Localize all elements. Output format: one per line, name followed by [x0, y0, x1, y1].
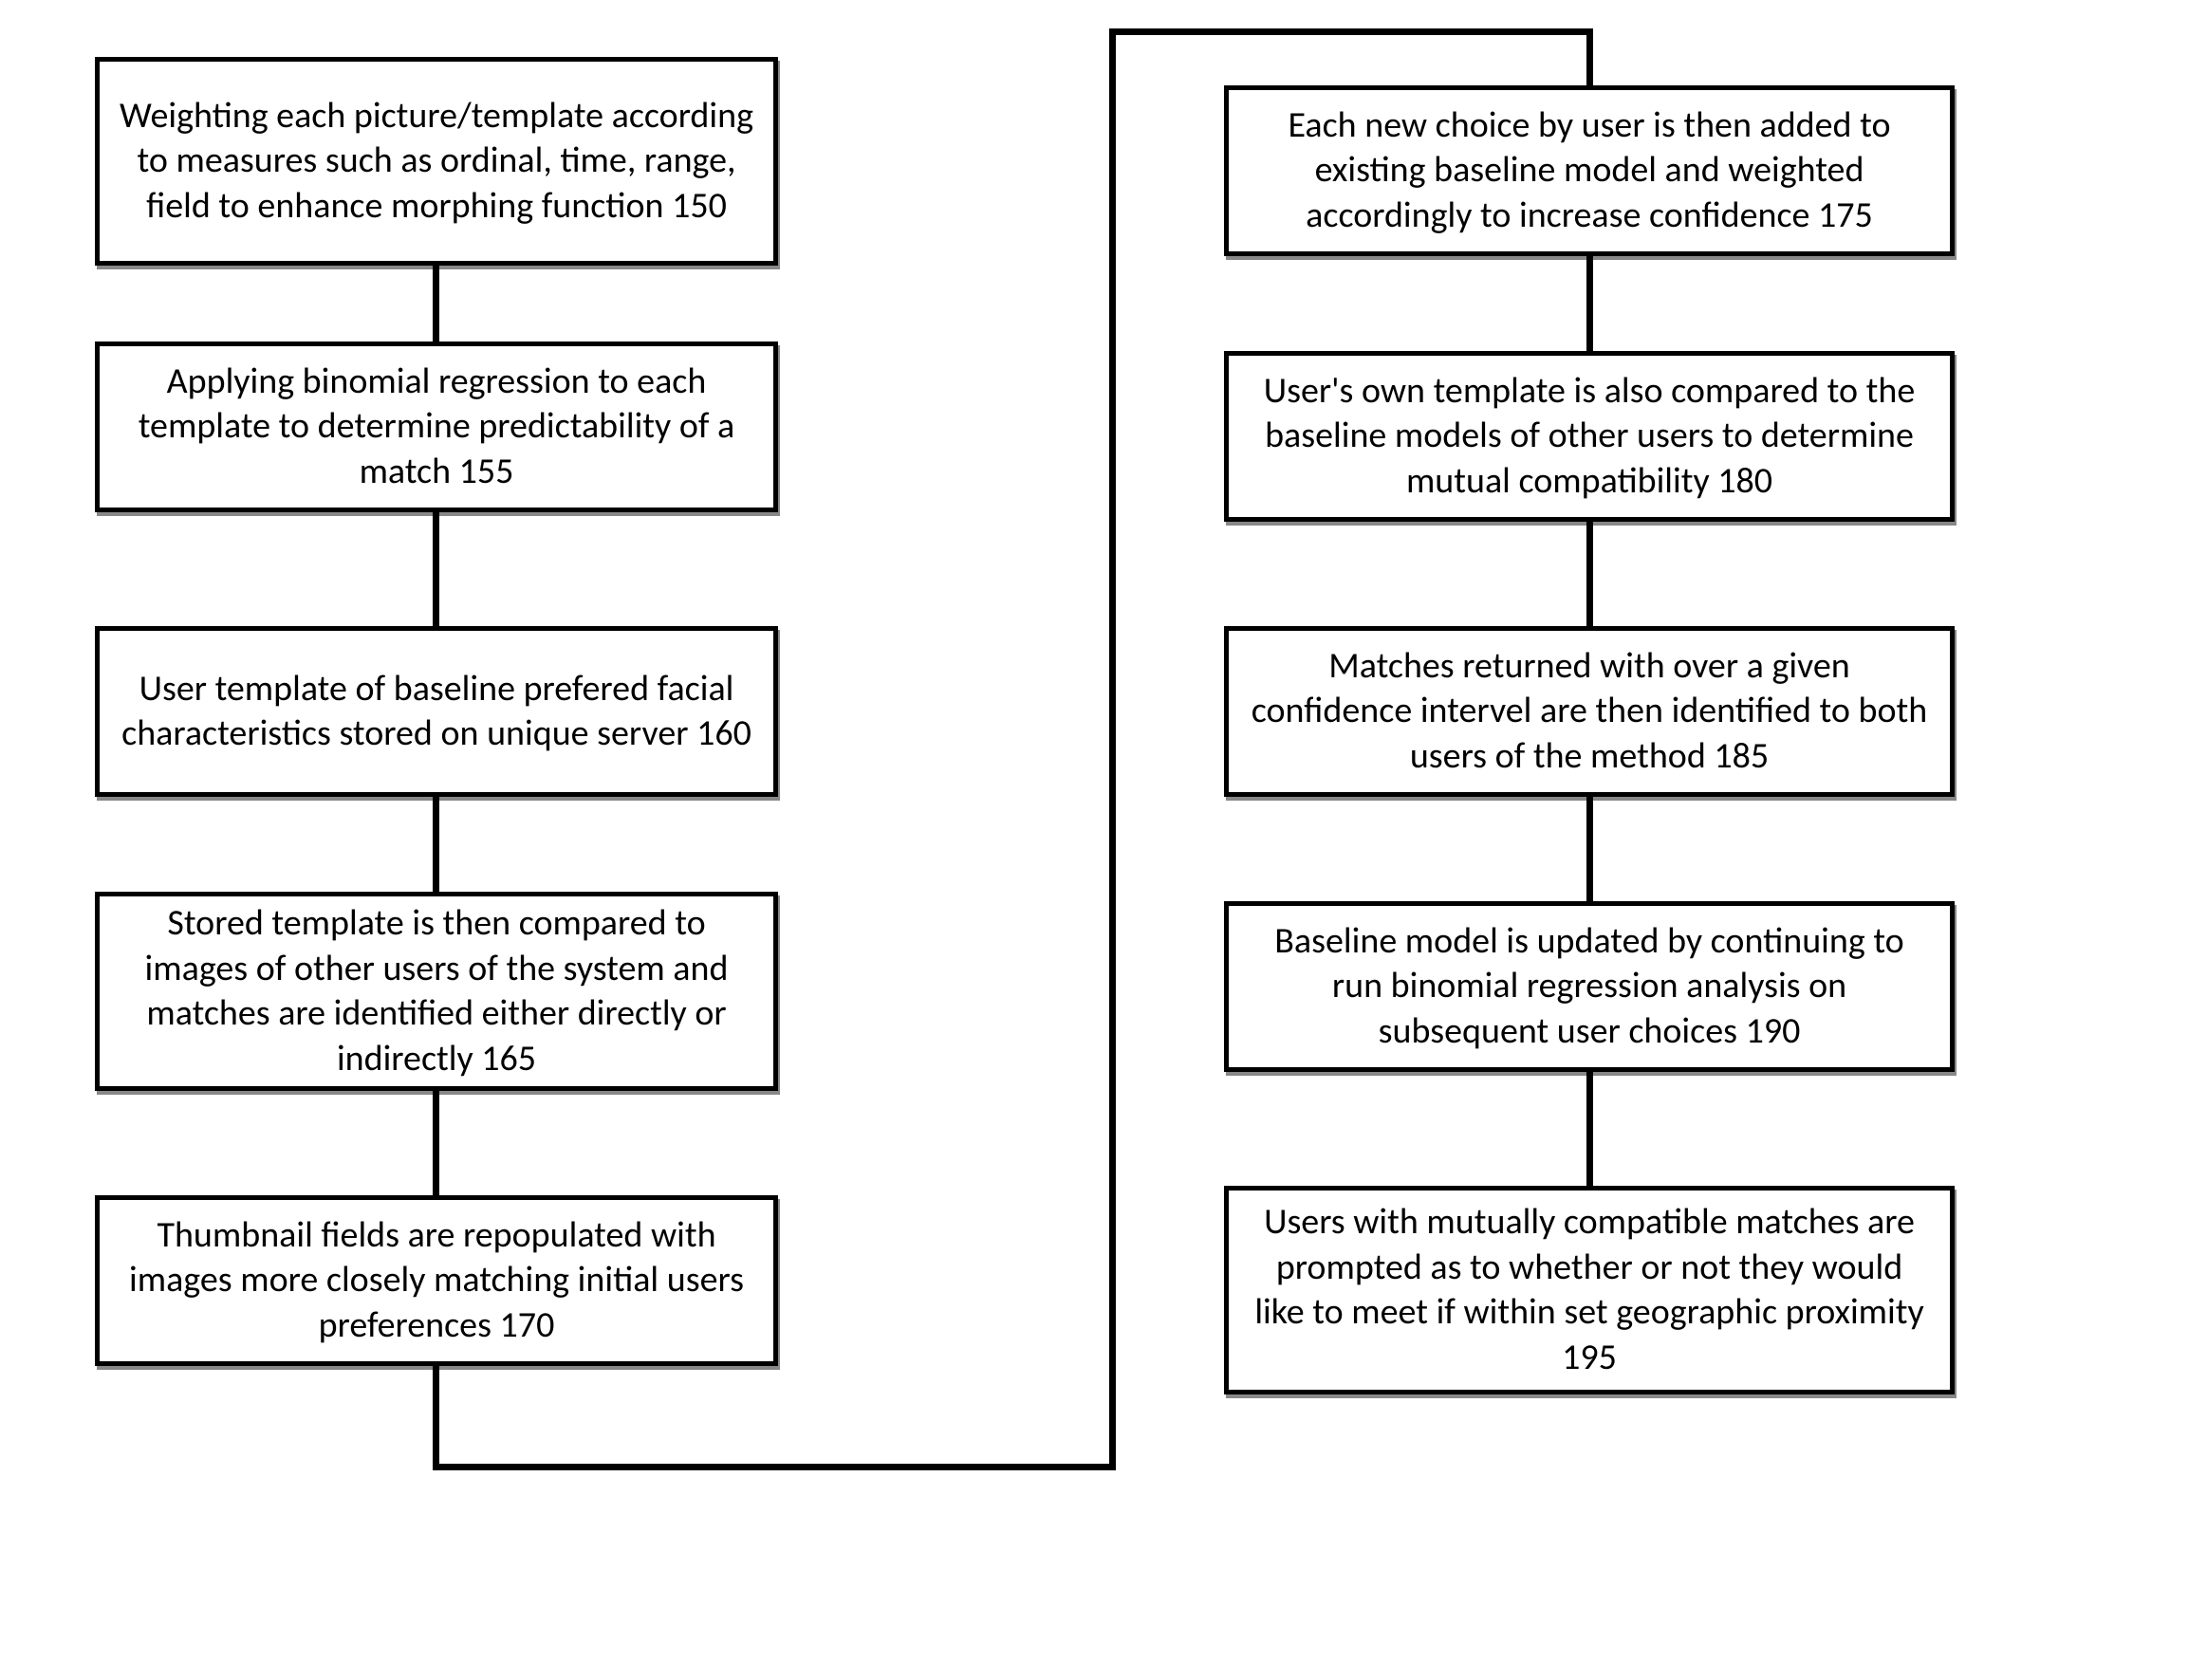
flow-node-195: Users with mutually compatible matches a…	[1224, 1186, 1955, 1394]
flow-edge	[1109, 28, 1116, 1470]
flow-node-155: Applying binomial regression to each tem…	[95, 342, 778, 512]
flow-node-text: User's own template is also compared to …	[1248, 369, 1931, 505]
flow-edge	[433, 1464, 1116, 1470]
flow-node-text: Matches returned with over a given confi…	[1248, 644, 1931, 780]
flow-node-175: Each new choice by user is then added to…	[1224, 85, 1955, 256]
flow-node-180: User's own template is also compared to …	[1224, 351, 1955, 522]
flow-edge	[433, 1091, 439, 1195]
flow-node-text: Stored template is then compared to imag…	[119, 901, 754, 1081]
flow-node-text: Each new choice by user is then added to…	[1248, 103, 1931, 239]
flow-node-150: Weighting each picture/template accordin…	[95, 57, 778, 266]
flow-edge	[1109, 28, 1593, 35]
flow-edge	[1586, 797, 1593, 901]
flow-node-170: Thumbnail fields are repopulated with im…	[95, 1195, 778, 1366]
flow-node-text: Thumbnail fields are repopulated with im…	[119, 1213, 754, 1349]
flow-node-160: User template of baseline prefered facia…	[95, 626, 778, 797]
flow-edge	[433, 797, 439, 892]
flow-node-text: Applying binomial regression to each tem…	[119, 360, 754, 495]
flow-node-185: Matches returned with over a given confi…	[1224, 626, 1955, 797]
flow-edge	[1586, 522, 1593, 626]
flow-edge	[1586, 1072, 1593, 1186]
flow-edge	[433, 512, 439, 626]
flow-node-190: Baseline model is updated by continuing …	[1224, 901, 1955, 1072]
flow-edge	[1586, 256, 1593, 351]
flow-node-text: Baseline model is updated by continuing …	[1248, 919, 1931, 1055]
flow-node-text: Weighting each picture/template accordin…	[119, 94, 754, 230]
flowchart-container: Weighting each picture/template accordin…	[0, 0, 2207, 1680]
flow-node-text: Users with mutually compatible matches a…	[1248, 1200, 1931, 1380]
flow-node-165: Stored template is then compared to imag…	[95, 892, 778, 1091]
flow-edge	[1586, 28, 1593, 85]
flow-edge	[433, 266, 439, 342]
flow-edge	[433, 1366, 439, 1470]
flow-node-text: User template of baseline prefered facia…	[119, 667, 754, 757]
